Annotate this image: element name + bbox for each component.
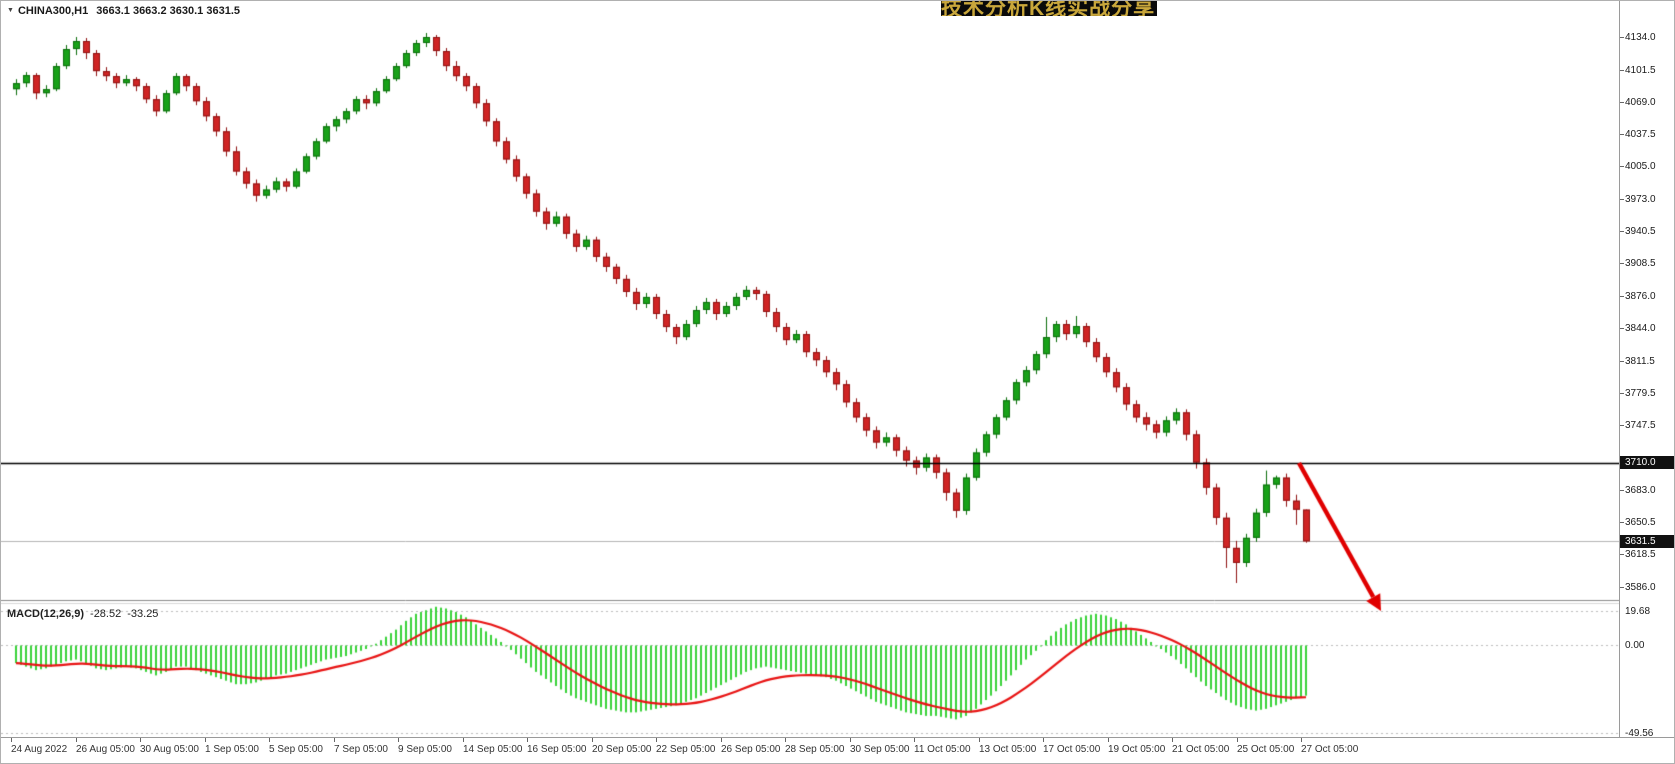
price-axis-tick [1620, 296, 1624, 297]
time-axis-label: 5 Sep 05:00 [269, 744, 323, 755]
time-axis-tick [11, 738, 12, 742]
time-axis-label: 26 Sep 05:00 [721, 744, 781, 755]
time-axis-tick [1301, 738, 1302, 742]
time-axis-label: 20 Sep 05:00 [592, 744, 652, 755]
time-axis-tick [785, 738, 786, 742]
price-axis-label: 3683.0 [1625, 484, 1656, 496]
time-axis-tick [334, 738, 335, 742]
trend-arrow-object[interactable] [1295, 459, 1385, 615]
price-axis-label: 3876.0 [1625, 290, 1656, 302]
time-axis-tick [979, 738, 980, 742]
time-axis-label: 17 Oct 05:00 [1043, 744, 1101, 755]
price-axis-label: 4069.0 [1625, 97, 1656, 109]
price-axis-label: 3940.5 [1625, 226, 1656, 238]
macd-indicator-label: MACD(12,26,9) -28.52 -33.25 [7, 608, 158, 620]
price-axis-tick [1620, 166, 1624, 167]
time-axis-label: 30 Sep 05:00 [850, 744, 910, 755]
overlay-banner: 技术分析K线实战分享 [941, 1, 1157, 16]
time-axis-tick [269, 738, 270, 742]
time-axis-label: 26 Aug 05:00 [76, 744, 135, 755]
time-axis-label: 28 Sep 05:00 [785, 744, 845, 755]
time-axis-label: 14 Sep 05:00 [463, 744, 523, 755]
time-axis-tick [527, 738, 528, 742]
time-axis-tick [721, 738, 722, 742]
time-axis-tick [914, 738, 915, 742]
price-axis-label: 4134.0 [1625, 32, 1656, 43]
price-axis-label: 3811.5 [1625, 355, 1655, 367]
chevron-down-icon[interactable]: ▼ [7, 7, 14, 14]
time-axis-label: 19 Oct 05:00 [1108, 744, 1166, 755]
time-axis-tick [1043, 738, 1044, 742]
price-axis[interactable]: 4134.0 4101.5 4069.0 4037.5 4005.0 3973.0 3940… [1619, 1, 1674, 739]
time-axis-tick [850, 738, 851, 742]
price-axis-tick [1620, 70, 1624, 71]
time-axis-label: 27 Oct 05:00 [1301, 744, 1359, 755]
chart-plot-canvas[interactable] [1, 1, 1619, 737]
price-axis-tick [1620, 263, 1624, 264]
macd-axis-label: 0.00 [1625, 640, 1645, 652]
price-axis-tick [1620, 328, 1624, 329]
macd-signal-value: -33.25 [127, 608, 159, 620]
price-axis-tick [1620, 199, 1624, 200]
time-axis-tick [592, 738, 593, 742]
symbol-timeframe-label: CHINA300,H1 [17, 5, 89, 17]
price-axis-tick [1620, 134, 1624, 135]
time-axis-label: 7 Sep 05:00 [334, 744, 388, 755]
price-axis-label: 4101.5 [1625, 64, 1656, 76]
time-axis-label: 21 Oct 05:00 [1172, 744, 1230, 755]
macd-name: MACD(12,26,9) [7, 608, 85, 620]
time-axis-label: 13 Oct 05:00 [979, 744, 1037, 755]
macd-main-value: -28.52 [90, 608, 122, 620]
price-axis-label: 3844.0 [1625, 323, 1656, 335]
time-axis-tick [140, 738, 141, 742]
time-axis-tick [398, 738, 399, 742]
time-axis-label: 24 Aug 2022 [11, 744, 68, 755]
time-axis-tick [1172, 738, 1173, 742]
banner-text: 技术分析K线实战分享 [941, 1, 1156, 16]
price-axis-tick [1620, 522, 1624, 523]
price-axis-tick [1620, 37, 1624, 38]
macd-axis-label: -49.56 [1625, 727, 1654, 739]
price-axis-tick [1620, 554, 1624, 555]
price-axis-tick [1620, 587, 1624, 588]
price-axis-tick [1620, 361, 1624, 362]
time-axis-label: 9 Sep 05:00 [398, 744, 452, 755]
macd-axis-label: 19.68 [1625, 605, 1651, 617]
time-axis-label: 25 Oct 05:00 [1237, 744, 1295, 755]
time-axis-tick [656, 738, 657, 742]
price-axis-label: 3586.0 [1625, 582, 1656, 593]
time-axis-label: 11 Oct 05:00 [914, 744, 971, 755]
price-axis-label: 3650.5 [1625, 517, 1656, 529]
price-axis-tick [1620, 102, 1624, 103]
time-axis-label: 30 Aug 05:00 [140, 744, 199, 755]
price-axis-label: 4005.0 [1625, 161, 1656, 173]
price-axis-tick [1620, 393, 1624, 394]
ohlc-values: 3663.1 3663.2 3630.1 3631.5 [96, 5, 240, 17]
time-axis-tick [1237, 738, 1238, 742]
price-axis-tick [1620, 490, 1624, 491]
time-axis-label: 16 Sep 05:00 [527, 744, 587, 755]
time-axis-tick [463, 738, 464, 742]
price-axis-tick [1620, 425, 1624, 426]
time-axis-tick [1108, 738, 1109, 742]
time-axis-tick [76, 738, 77, 742]
chart-symbol-header: ▼ CHINA300,H1 3663.1 3663.2 3630.1 3631.5 [7, 5, 240, 17]
price-axis-label: 3779.5 [1625, 387, 1656, 399]
price-axis-label: 4037.5 [1625, 128, 1656, 140]
time-axis-label: 1 Sep 05:00 [205, 744, 259, 755]
time-axis-tick [205, 738, 206, 742]
price-axis-label: 3908.5 [1625, 258, 1656, 270]
price-axis-label: 3747.5 [1625, 419, 1656, 431]
price-axis-label: 3618.5 [1625, 549, 1656, 561]
price-axis-tick [1620, 231, 1624, 232]
price-tag-current: 3631.5 [1620, 534, 1674, 548]
price-axis-label: 3973.0 [1625, 193, 1656, 205]
time-axis[interactable]: 24 Aug 2022 26 Aug 05:00 30 Aug 05:00 1 Sep… [1, 737, 1674, 763]
time-axis-label: 22 Sep 05:00 [656, 744, 716, 755]
price-tag-line: 3710.0 [1620, 456, 1674, 470]
